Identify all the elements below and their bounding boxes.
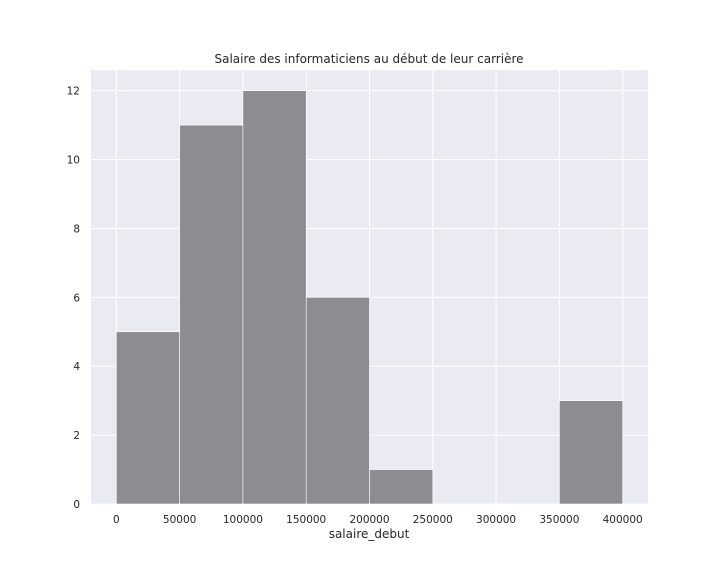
x-axis-ticks: 0 50000 100000 150000 200000 250000 300000 3500… bbox=[113, 514, 643, 526]
x-tick-label: 400000 bbox=[603, 514, 643, 526]
histogram-bar bbox=[369, 469, 434, 505]
y-axis-ticks: 0 2 4 6 8 10 12 bbox=[67, 86, 81, 511]
y-tick-label: 6 bbox=[73, 292, 80, 304]
x-tick-label: 150000 bbox=[286, 514, 326, 526]
histogram-bar bbox=[559, 400, 623, 505]
x-tick-label: 200000 bbox=[349, 514, 389, 526]
y-tick-label: 10 bbox=[67, 155, 80, 167]
x-axis-label: salaire_debut bbox=[329, 527, 410, 541]
x-tick-label: 250000 bbox=[413, 514, 453, 526]
x-tick-label: 350000 bbox=[539, 514, 579, 526]
x-tick-label: 100000 bbox=[223, 514, 263, 526]
bars bbox=[116, 90, 623, 505]
y-tick-label: 12 bbox=[67, 86, 80, 98]
x-tick-label: 50000 bbox=[163, 514, 196, 526]
x-tick-label: 0 bbox=[113, 514, 120, 526]
y-tick-label: 0 bbox=[73, 499, 80, 511]
x-tick-label: 300000 bbox=[476, 514, 516, 526]
y-tick-label: 4 bbox=[73, 361, 80, 373]
y-tick-label: 2 bbox=[73, 430, 80, 442]
histogram-bar bbox=[305, 297, 370, 505]
histogram-bar bbox=[242, 90, 307, 505]
y-tick-label: 8 bbox=[73, 223, 80, 235]
histogram-bar bbox=[179, 124, 244, 505]
histogram-bar bbox=[116, 331, 180, 505]
chart-title: Salaire des informaticiens au début de l… bbox=[215, 52, 524, 66]
